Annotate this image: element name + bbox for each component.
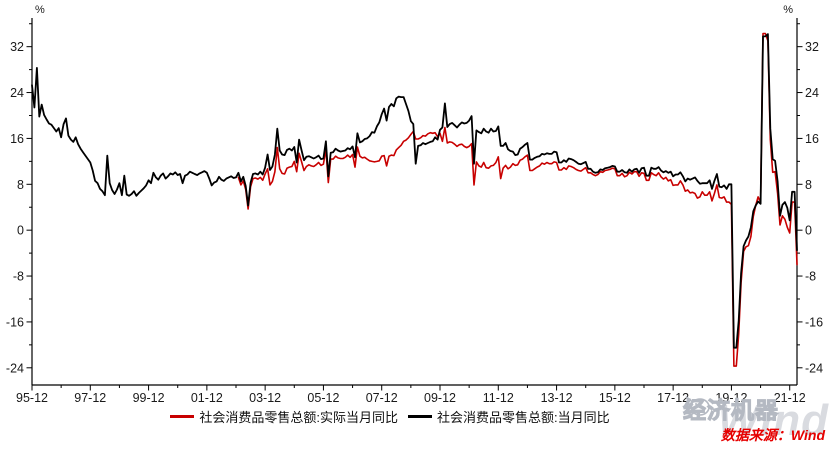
series-line-real-yoy [237, 32, 798, 367]
svg-text:32: 32 [10, 40, 24, 54]
svg-text:13-12: 13-12 [541, 391, 573, 405]
brand-logo-icon [685, 395, 710, 416]
brand-watermark-text: 经济机器 [683, 397, 779, 424]
svg-text:0: 0 [17, 224, 24, 238]
svg-text:24: 24 [805, 86, 819, 100]
svg-text:21-12: 21-12 [774, 391, 806, 405]
wind-watermark: Wind [717, 396, 829, 445]
svg-text:95-12: 95-12 [16, 391, 48, 405]
svg-text:-8: -8 [13, 270, 24, 284]
chart-legend: 社会消费品零售总额:实际当月同比 社会消费品零售总额:当月同比 [0, 407, 780, 426]
svg-text:32: 32 [805, 40, 819, 54]
svg-text:11-12: 11-12 [483, 391, 514, 405]
svg-text:07-12: 07-12 [366, 391, 398, 405]
y-axis-unit-right: % [783, 4, 793, 16]
axes [31, 18, 798, 386]
svg-text:-24: -24 [805, 361, 823, 375]
svg-text:15-12: 15-12 [599, 391, 631, 405]
series-line-nominal-yoy [31, 33, 798, 349]
svg-text:97-12: 97-12 [74, 391, 106, 405]
legend-item-real-yoy: 社会消费品零售总额:实际当月同比 [170, 407, 398, 426]
legend-swatch-real-yoy [170, 415, 195, 418]
svg-text:8: 8 [805, 178, 812, 192]
legend-swatch-nominal-yoy [408, 415, 432, 418]
svg-text:0: 0 [805, 224, 812, 238]
legend-label-nominal-yoy: 社会消费品零售总额:当月同比 [437, 410, 610, 425]
svg-text:8: 8 [17, 178, 24, 192]
x-axis-ticks: 95-12 97-12 99-12 01-12 03-12 05-12 07-12 09-12… [16, 385, 806, 405]
y-axis-unit-left: % [35, 4, 45, 16]
svg-text:03-12: 03-12 [249, 391, 281, 405]
y-axis-ticks: -24 -24 -16 -16 -8 -8 0 0 8 8 16 16 24 24 32 32%% [6, 4, 823, 375]
legend-label-real-yoy: 社会消费品零售总额:实际当月同比 [199, 410, 398, 425]
svg-text:17-12: 17-12 [657, 391, 689, 405]
svg-text:01-12: 01-12 [191, 391, 223, 405]
svg-text:-24: -24 [6, 361, 24, 375]
svg-text:16: 16 [10, 132, 24, 146]
legend-item-nominal-yoy: 社会消费品零售总额:当月同比 [408, 407, 610, 426]
svg-text:-8: -8 [805, 270, 816, 284]
svg-text:-16: -16 [6, 315, 24, 329]
svg-text:99-12: 99-12 [133, 391, 165, 405]
svg-text:09-12: 09-12 [424, 391, 456, 405]
data-source-label: 数据来源：Wind [720, 427, 825, 443]
svg-text:05-12: 05-12 [307, 391, 339, 405]
svg-text:-16: -16 [805, 315, 823, 329]
svg-text:19-12: 19-12 [715, 391, 747, 405]
brand-watermark: 经济机器 [683, 391, 779, 425]
svg-text:24: 24 [10, 86, 24, 100]
svg-text:16: 16 [805, 132, 819, 146]
